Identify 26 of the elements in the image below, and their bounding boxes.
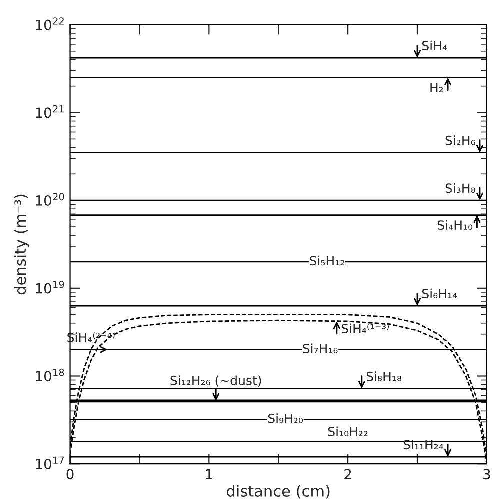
y-axis-title: density (m⁻³) bbox=[14, 194, 30, 295]
x-tick-label: 2 bbox=[344, 469, 352, 480]
annotation: Si₁₀H₂₂ bbox=[328, 426, 368, 436]
annotation: Si₆H₁₄ bbox=[422, 288, 458, 299]
y-tick-label: 10$^{20}$ bbox=[36, 193, 64, 206]
y-tick-label: 10$^{21}$ bbox=[36, 105, 64, 118]
annotation: Si₉H₂₀ bbox=[268, 414, 304, 424]
annotation: Si₄H₁₀ bbox=[438, 220, 473, 230]
annotation: SiH₄ bbox=[422, 40, 448, 51]
x-tick-label: 1 bbox=[206, 469, 212, 480]
annotation: Si₃H₈ bbox=[446, 183, 476, 194]
y-tick-label: 10$^{18}$ bbox=[36, 368, 64, 382]
annotation: Si₅H₁₂ bbox=[310, 256, 344, 266]
x-axis-title: distance (cm) bbox=[227, 485, 330, 499]
annotation: Si₈H₁₈ bbox=[366, 372, 402, 382]
y-tick-label: 10$^{19}$ bbox=[36, 281, 64, 294]
y-tick-label: 10$^{22}$ bbox=[36, 18, 64, 30]
annotation: H₂ bbox=[430, 83, 444, 92]
x-tick-label: 0 bbox=[66, 469, 74, 480]
annotation: Si₂H₆ bbox=[446, 136, 476, 146]
annotation: Si₁₂H₂₆ (~dust) bbox=[170, 376, 262, 387]
annotation: Si₇H₁₆ bbox=[303, 344, 338, 354]
x-tick-label: 3 bbox=[484, 469, 490, 480]
y-tick-label: 10$^{17}$ bbox=[36, 456, 64, 470]
annotation: SiH₄⁽¹⁻³⁾ bbox=[342, 324, 390, 334]
annotation: Si₁₁H₂₄ bbox=[404, 440, 444, 450]
